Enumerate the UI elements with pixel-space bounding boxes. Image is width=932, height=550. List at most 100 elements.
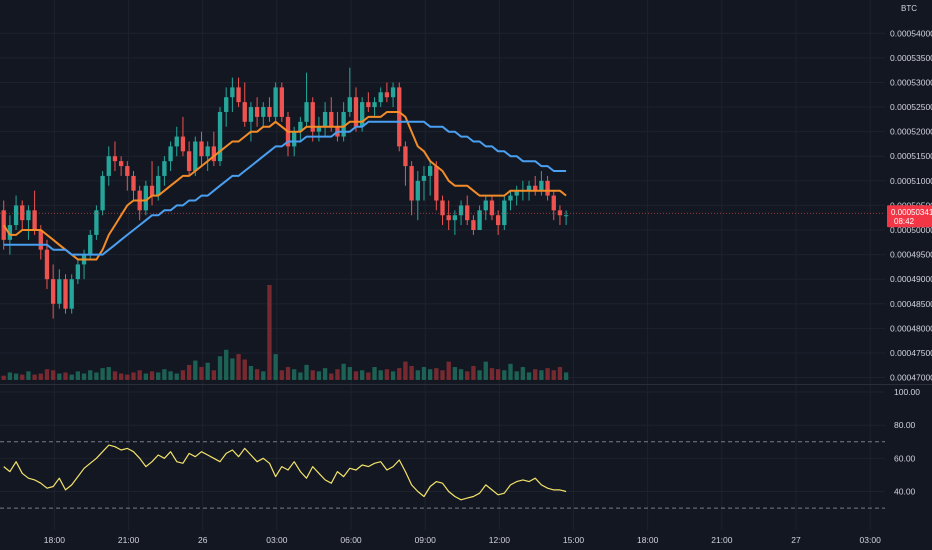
- volume-bar: [26, 371, 31, 380]
- candle[interactable]: [397, 82, 402, 152]
- candle[interactable]: [434, 161, 439, 211]
- candle[interactable]: [180, 116, 186, 157]
- candle[interactable]: [452, 210, 458, 235]
- volume-bar: [106, 367, 111, 380]
- candle-body: [211, 146, 217, 162]
- currency-label: BTC: [901, 4, 917, 13]
- candle[interactable]: [224, 87, 229, 127]
- candle[interactable]: [186, 141, 192, 176]
- time-tick-label: 21:00: [118, 535, 140, 545]
- candle[interactable]: [106, 146, 111, 186]
- candle[interactable]: [557, 205, 563, 226]
- candle-body: [372, 102, 377, 108]
- fast-ma-line: [2, 111, 567, 261]
- candle[interactable]: [458, 200, 464, 226]
- candle[interactable]: [273, 82, 278, 122]
- candle[interactable]: [304, 72, 309, 127]
- candle[interactable]: [502, 195, 507, 231]
- candle-body: [341, 111, 346, 137]
- candle[interactable]: [13, 195, 19, 231]
- candle[interactable]: [168, 141, 173, 171]
- candle[interactable]: [514, 185, 519, 206]
- candle[interactable]: [26, 205, 31, 240]
- candle[interactable]: [211, 131, 217, 167]
- price-axis[interactable]: BTC 0.00054000 0.00053500 0.00053000 0.0005…: [890, 4, 932, 383]
- candle[interactable]: [440, 195, 445, 226]
- candle[interactable]: [403, 141, 408, 186]
- candle[interactable]: [199, 131, 204, 167]
- candle[interactable]: [149, 161, 155, 206]
- candle[interactable]: [32, 190, 37, 235]
- candle[interactable]: [267, 97, 272, 122]
- candle[interactable]: [217, 107, 223, 167]
- candle[interactable]: [1, 200, 6, 250]
- candle[interactable]: [551, 190, 556, 221]
- candle[interactable]: [63, 274, 68, 314]
- candle[interactable]: [75, 259, 81, 285]
- candle[interactable]: [298, 116, 303, 142]
- candle-body: [353, 97, 359, 127]
- candle[interactable]: [310, 97, 315, 142]
- volume-bar: [156, 372, 161, 380]
- candle[interactable]: [533, 175, 538, 196]
- candle[interactable]: [372, 97, 377, 117]
- candle[interactable]: [20, 200, 25, 231]
- candle[interactable]: [261, 102, 266, 127]
- price-tick-label: 0.00052500: [890, 102, 932, 112]
- candle[interactable]: [384, 82, 390, 103]
- candle[interactable]: [322, 102, 328, 137]
- rsi-axis[interactable]: 100.00 80.00 60.00 40.00: [894, 387, 920, 497]
- candle[interactable]: [465, 195, 470, 226]
- candle[interactable]: [347, 67, 352, 117]
- candle[interactable]: [427, 161, 433, 196]
- candle[interactable]: [254, 97, 260, 127]
- candle[interactable]: [143, 180, 149, 216]
- candle[interactable]: [409, 161, 414, 216]
- rsi-tick-label: 60.00: [894, 453, 916, 463]
- candle[interactable]: [94, 205, 99, 240]
- candle[interactable]: [193, 136, 198, 176]
- candle[interactable]: [162, 156, 167, 186]
- candle[interactable]: [508, 190, 513, 211]
- volume-bar: [137, 370, 142, 380]
- candle[interactable]: [44, 239, 50, 290]
- volume-bar: [186, 364, 192, 380]
- candle[interactable]: [236, 77, 241, 108]
- candle[interactable]: [279, 82, 284, 122]
- candle-body: [452, 215, 458, 221]
- candle[interactable]: [495, 210, 501, 235]
- candle[interactable]: [471, 215, 476, 235]
- candle[interactable]: [69, 274, 74, 314]
- candle[interactable]: [378, 87, 383, 108]
- candle-body: [273, 87, 278, 117]
- candle[interactable]: [489, 195, 495, 221]
- candle[interactable]: [446, 200, 451, 231]
- candle[interactable]: [242, 82, 247, 127]
- candle[interactable]: [366, 92, 371, 112]
- candle[interactable]: [118, 156, 124, 176]
- candle[interactable]: [390, 82, 396, 108]
- candle[interactable]: [341, 102, 346, 142]
- candle[interactable]: [205, 141, 210, 171]
- candle[interactable]: [57, 269, 62, 309]
- candle[interactable]: [131, 170, 136, 201]
- candle[interactable]: [248, 102, 254, 142]
- candle[interactable]: [50, 264, 56, 319]
- candle[interactable]: [230, 77, 235, 112]
- volume-bar: [415, 370, 420, 380]
- candle[interactable]: [125, 161, 130, 191]
- candle[interactable]: [545, 175, 550, 201]
- candle[interactable]: [421, 166, 427, 201]
- candle[interactable]: [353, 87, 359, 132]
- volume-bar: [292, 369, 297, 380]
- candle[interactable]: [415, 170, 420, 221]
- time-axis[interactable]: 18:00 21:00 26 03:00 06:00 09:00 12:00 15:00 18:…: [44, 535, 881, 545]
- candle[interactable]: [112, 141, 118, 171]
- candle[interactable]: [174, 126, 179, 157]
- candle[interactable]: [477, 205, 482, 231]
- candle[interactable]: [483, 195, 488, 221]
- candle[interactable]: [100, 170, 105, 216]
- last-price-box: [887, 205, 932, 228]
- candle[interactable]: [563, 210, 569, 226]
